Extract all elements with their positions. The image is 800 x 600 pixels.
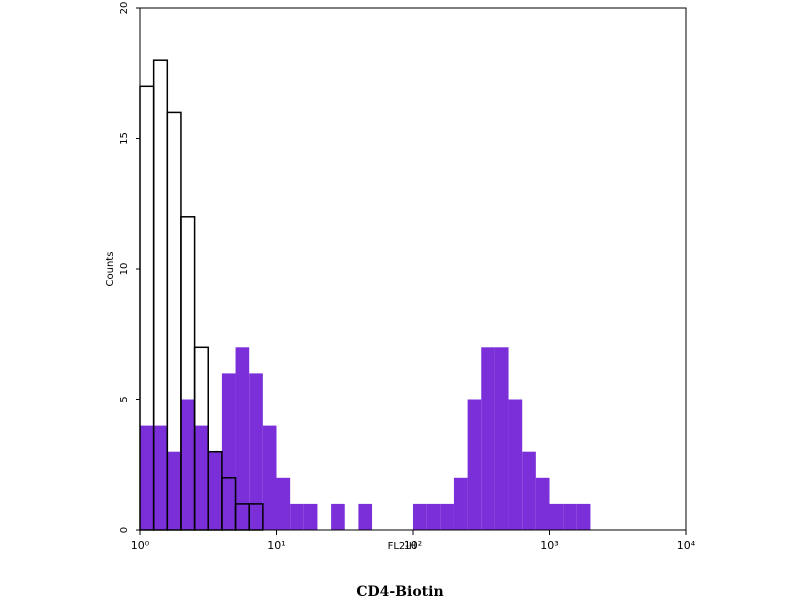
histogram-bar xyxy=(426,503,441,530)
histogram-bar xyxy=(576,503,591,530)
histogram-bar xyxy=(276,477,291,530)
histogram-bar xyxy=(262,425,277,530)
y-tick-label: 10 xyxy=(119,263,130,276)
x-axis-label: FL2-H xyxy=(388,541,417,552)
histogram-bar xyxy=(194,425,209,530)
histogram-bar xyxy=(140,425,154,530)
histogram-bar xyxy=(358,503,373,530)
x-tick-label: 10² xyxy=(404,539,422,552)
histogram-bar xyxy=(522,451,536,530)
y-axis-label: Counts xyxy=(105,252,116,287)
histogram-bar xyxy=(494,347,509,530)
x-tick-label: 10⁴ xyxy=(677,539,696,552)
histogram-bar xyxy=(249,373,263,530)
histogram-bar xyxy=(467,399,482,530)
y-tick-label: 15 xyxy=(119,132,130,145)
histogram-bar xyxy=(535,477,550,530)
histogram-bar xyxy=(481,347,495,530)
chart-title: CD4-Biotin xyxy=(356,584,443,600)
x-tick-label: 10³ xyxy=(540,539,558,552)
y-tick-label: 0 xyxy=(119,527,130,533)
histogram-bar xyxy=(153,425,168,530)
histogram-bar xyxy=(508,399,523,530)
x-tick-label: 10⁰ xyxy=(131,539,150,552)
histogram-bar xyxy=(453,477,468,530)
histogram-bar xyxy=(221,373,236,530)
histogram-bar xyxy=(440,503,454,530)
y-tick-label: 5 xyxy=(119,396,130,402)
histogram-bar xyxy=(290,503,304,530)
histogram-bar xyxy=(303,503,318,530)
histogram-bar xyxy=(331,503,345,530)
histogram-bar xyxy=(549,503,564,530)
y-tick-label: 20 xyxy=(119,2,130,15)
histogram-bar xyxy=(413,503,427,530)
histogram-bar xyxy=(235,347,250,530)
histogram-bar xyxy=(208,451,222,530)
histogram-bar xyxy=(180,399,195,530)
x-tick-label: 10¹ xyxy=(267,539,285,552)
histogram-bar xyxy=(563,503,577,530)
histogram-bar xyxy=(167,451,181,530)
